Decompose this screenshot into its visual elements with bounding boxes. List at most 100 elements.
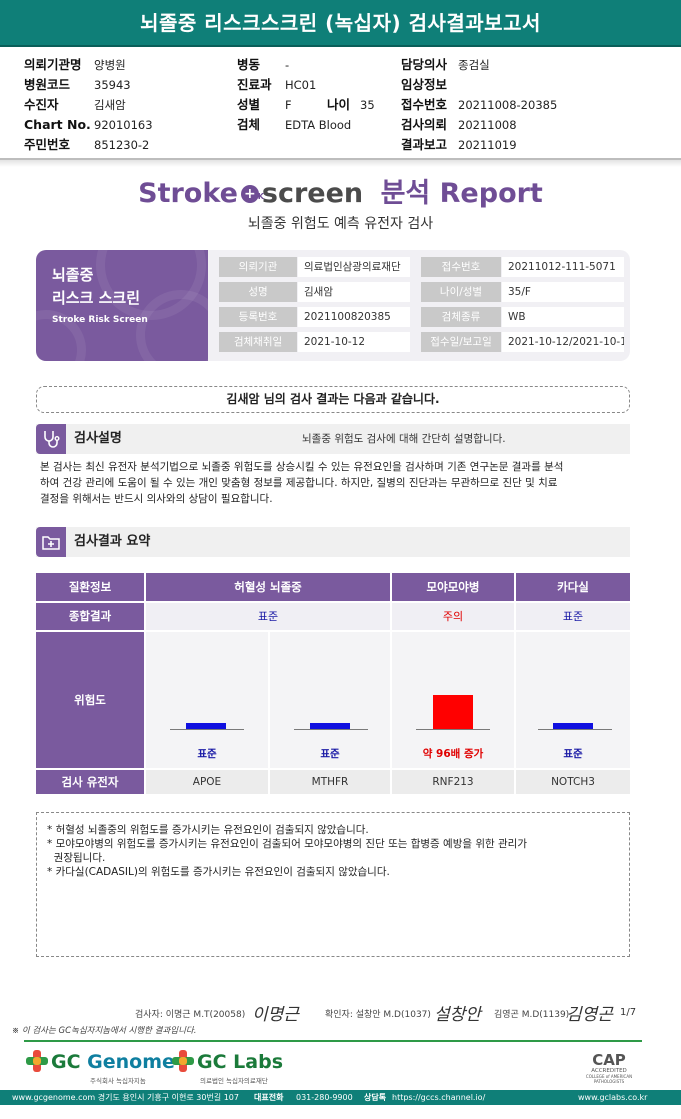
- footer-consult-label: 상담톡: [364, 1093, 387, 1102]
- risk-bar-notch3: [553, 723, 593, 729]
- header-label: Chart No.: [24, 117, 91, 132]
- footer-website-link[interactable]: www.gclabs.co.kr: [578, 1093, 648, 1102]
- card-title-line2: 리스크 스크린: [52, 289, 141, 307]
- header-label: 의뢰기관명: [24, 57, 82, 72]
- labs-text: Labs: [233, 1051, 284, 1073]
- cap-accredited-text: ACCREDITED: [591, 1068, 627, 1074]
- signature-label-reviewer: 확인자: 설창안 M.D(1037): [325, 1010, 431, 1020]
- table-header-disease: 허혈성 뇌졸중: [146, 573, 390, 601]
- risk-chart-cell: [516, 632, 630, 768]
- gene-name: RNF213: [392, 770, 514, 794]
- header-label: 임상정보: [401, 77, 448, 92]
- header-label: 병원코드: [24, 77, 71, 92]
- risk-baseline: [294, 729, 368, 730]
- header-value: 20211008-20385: [458, 98, 558, 112]
- header-col-1: 의뢰기관명 양병원 병원코드 35943 수진자 김새암 Chart No. 92010…: [24, 55, 153, 155]
- footer-address: www.gcgenome.com 경기도 용인시 기흥구 이현로 30번길 10…: [12, 1093, 239, 1102]
- card-label: 접수일/보고일: [421, 332, 501, 352]
- cap-text: CAP: [592, 1051, 626, 1069]
- stethoscope-icon: [36, 424, 66, 454]
- description-line: 하여 건강 관리에 도움이 될 수 있는 개인 맞춤형 정보를 제공합니다. 하…: [40, 477, 558, 489]
- logo-stroke: Stroke: [138, 178, 238, 209]
- cap-accredited-logo: CAP ACCREDITED COLLEGE of AMERICAN PATHO…: [574, 1051, 644, 1085]
- note-line: * 모야모야병의 위험도를 증가시키는 유전요인이 검출되어 모야모야병의 진단…: [47, 838, 527, 850]
- signature-tester: 이명근: [252, 1005, 299, 1025]
- cap-college-text: COLLEGE of AMERICAN PATHOLOGISTS: [585, 1074, 633, 1084]
- card-value: 20211012-111-5071: [502, 257, 624, 277]
- header-label: 결과보고: [401, 137, 448, 152]
- card-value: 35/F: [502, 282, 624, 302]
- risk-bar-apoe: [186, 723, 226, 729]
- header-label: 성별: [237, 97, 261, 112]
- table-header-disease: 모야모야병: [392, 573, 514, 601]
- header-value: 김새암: [94, 98, 126, 112]
- header-label: 병동: [237, 57, 261, 72]
- header-label: 검체: [237, 117, 261, 132]
- footer-consult-link[interactable]: https://gccs.channel.io/: [392, 1093, 486, 1102]
- signature-label-tester: 검사자: 이명근 M.T(20058): [135, 1010, 246, 1020]
- header-value: 종검실: [458, 58, 490, 72]
- header-value: 851230-2: [94, 138, 150, 152]
- card-title-en: Stroke Risk Screen: [52, 315, 148, 325]
- test-description: 본 검사는 최신 유전자 분석기법으로 뇌졸중 위험도를 상승시킬 수 있는 유…: [40, 459, 630, 507]
- overall-result: 표준: [146, 603, 390, 630]
- risk-bar-rnf213: [433, 695, 473, 729]
- card-label: 나이/성별: [421, 282, 501, 302]
- table-row-header-overall: 종합결과: [36, 603, 144, 630]
- card-label: 검체채취일: [219, 332, 297, 352]
- header-value: EDTA Blood: [285, 118, 352, 132]
- medical-folder-icon: [36, 527, 66, 557]
- table-row-header-gene: 검사 유전자: [36, 770, 144, 794]
- risk-chart-cell: [146, 632, 268, 768]
- risk-level-label: 표준: [197, 748, 217, 760]
- header-value: -: [285, 58, 290, 72]
- gc-text: GC: [197, 1051, 227, 1073]
- decor-swirl: [36, 310, 86, 361]
- card-label: 접수번호: [421, 257, 501, 277]
- risk-level-label: 약 96배 증가: [422, 748, 484, 760]
- logo-report: 분석 Report: [380, 178, 543, 209]
- header-value: 35943: [94, 78, 131, 92]
- header-value: HC01: [285, 78, 317, 92]
- risk-chart-cell: [270, 632, 390, 768]
- header-value: 양병원: [94, 58, 126, 72]
- signature-reviewer: 설창안: [434, 1005, 481, 1025]
- risk-baseline: [170, 729, 244, 730]
- report-title: 뇌졸중 리스크스크린 (녹십자) 검사결과보고서: [140, 11, 541, 35]
- note-line: * 카다실(CADASIL)의 위험도를 증가시키는 유전요인이 검출되지 않았…: [47, 866, 390, 878]
- result-intro-note: 김새암 님의 검사 결과는 다음과 같습니다.: [36, 386, 630, 413]
- header-label: 접수번호: [401, 97, 448, 112]
- section-summary-bar: [36, 527, 630, 557]
- card-label: 성명: [219, 282, 297, 302]
- card-value: 2021-10-12: [298, 332, 410, 352]
- disclaimer: ※ 이 검사는 GC녹십자지놈에서 시행한 결과입니다.: [12, 1026, 197, 1036]
- card-value: 2021100820385: [298, 307, 410, 327]
- gc-cross-icon: [172, 1050, 194, 1072]
- header-value: F: [285, 98, 292, 112]
- gc-labs-subtitle: 의료법인 녹십자의료재단: [200, 1077, 268, 1085]
- risk-level-label: 표준: [563, 748, 583, 760]
- header-value: 92010163: [94, 118, 153, 132]
- footer-divider: [24, 1040, 642, 1042]
- age-label: 나이: [327, 97, 351, 112]
- card-value: WB: [502, 307, 624, 327]
- header-value: 20211008: [458, 118, 517, 132]
- gene-name: NOTCH3: [516, 770, 630, 794]
- risk-bar-mthfr: [310, 723, 350, 729]
- section-description-bar: [36, 424, 630, 454]
- description-line: 본 검사는 최신 유전자 분석기법으로 뇌졸중 위험도를 상승시킬 수 있는 유…: [40, 461, 564, 473]
- header-col-3: 담당의사 종검실 임상정보 접수번호 20211008-20385 검사의뢰 2021…: [401, 55, 557, 155]
- footer-phone-label: 대표전화: [254, 1093, 284, 1102]
- header-col-2: 병동 - 진료과 HC01 성별 F 나이 35 검체 EDTA Blood: [237, 55, 375, 135]
- card-label: 검체종류: [421, 307, 501, 327]
- stroke-screen-logo: Stroke RISKscreen 분석 Report: [0, 174, 681, 214]
- card-value: 의료법인삼광의료재단: [298, 257, 410, 277]
- header-label: 주민번호: [24, 137, 71, 152]
- card-value: 2021-10-12/2021-10-18: [502, 332, 624, 352]
- header-label: 진료과: [237, 77, 272, 92]
- header-value: 20211019: [458, 138, 517, 152]
- header-divider: [0, 158, 681, 160]
- patient-card-brand: [36, 250, 208, 361]
- table-header-disease: 카다실: [516, 573, 630, 601]
- decor-swirl: [136, 290, 208, 361]
